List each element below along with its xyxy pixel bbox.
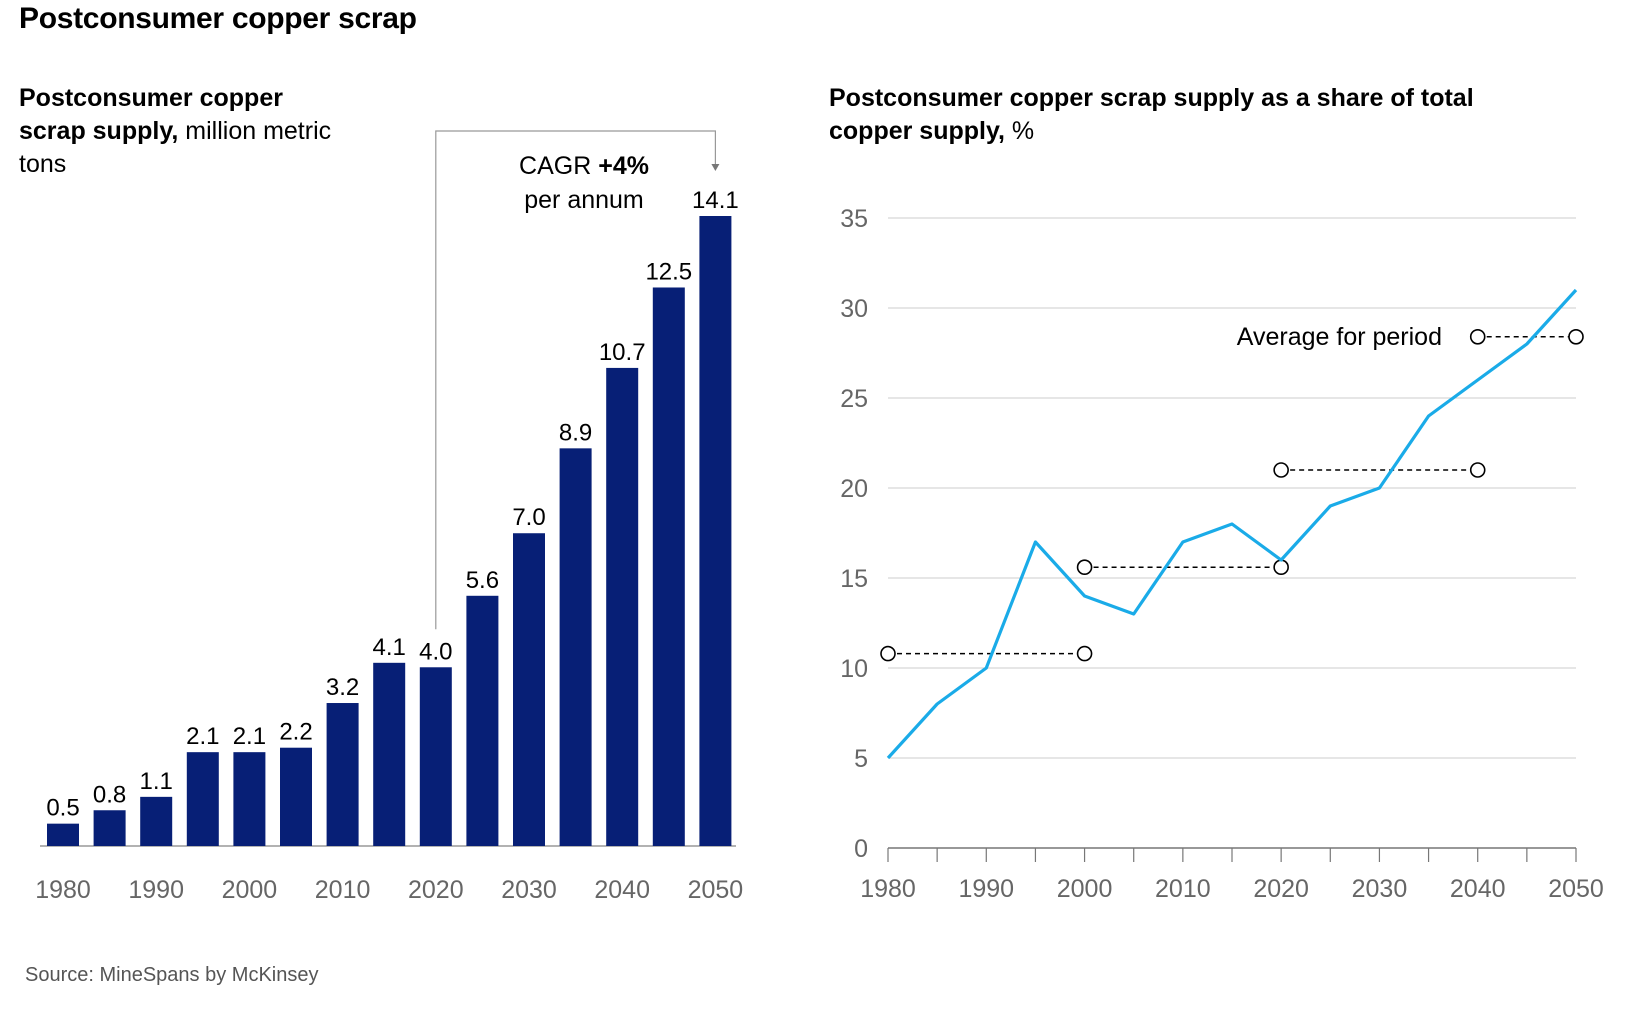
bar-2005 <box>280 747 312 846</box>
left-subtitle-bold: Postconsumer copper scrap supply, <box>19 84 283 145</box>
bar-value-label: 10.7 <box>599 339 646 366</box>
bar-value-label: 4.0 <box>419 638 452 665</box>
bar-1980 <box>47 823 79 846</box>
bar-value-label: 12.5 <box>645 258 692 285</box>
bar-2020 <box>419 667 452 846</box>
bar-value-label: 2.1 <box>233 723 266 750</box>
line-x-tick-label: 2050 <box>1548 875 1604 903</box>
line-x-tick-label: 2030 <box>1352 875 1408 903</box>
line-y-tick-label: 25 <box>840 385 868 413</box>
bar-x-tick-label: 2020 <box>408 876 464 904</box>
left-chart-subtitle: Postconsumer copper scrap supply, millio… <box>19 82 349 181</box>
left-subtitle-unit: million metric tons <box>19 117 332 178</box>
cagr-prefix: CAGR <box>519 152 598 180</box>
line-x-tick-label: 1980 <box>860 875 916 903</box>
bar-value-label: 3.2 <box>326 674 359 701</box>
line-y-tick-label: 10 <box>840 655 868 683</box>
line-y-tick-label: 20 <box>840 475 868 503</box>
bar-x-tick-label: 2050 <box>688 876 744 904</box>
bar-value-label: 1.1 <box>140 768 173 795</box>
bar-2015 <box>373 662 406 846</box>
line-x-tick-label: 1990 <box>958 875 1014 903</box>
bar-value-label: 5.6 <box>466 567 499 594</box>
bar-value-label: 0.8 <box>93 781 126 808</box>
cagr-arrowhead <box>711 164 720 171</box>
average-end-marker <box>1076 645 1093 662</box>
bar-value-label: 8.9 <box>559 419 592 446</box>
line-x-tick-label: 2040 <box>1450 875 1506 903</box>
bar-1990 <box>140 796 173 846</box>
bar-x-tick-label: 2010 <box>315 876 371 904</box>
bar-value-label: 0.5 <box>46 795 79 822</box>
bar-2025 <box>466 595 499 846</box>
average-start-marker <box>1273 462 1289 478</box>
line-x-tick-label: 2010 <box>1155 875 1211 903</box>
cagr-suffix: per annum <box>524 186 644 214</box>
bar-value-label: 4.1 <box>373 634 406 661</box>
bar-x-tick-label: 2000 <box>222 876 278 904</box>
line-y-tick-label: 0 <box>854 835 868 863</box>
right-subtitle-unit: % <box>1004 117 1035 145</box>
bar-2000 <box>233 752 266 846</box>
bar-1985 <box>93 810 126 846</box>
cagr-label: CAGR +4% <box>519 152 649 180</box>
bar-x-tick-label: 1990 <box>128 876 184 904</box>
cagr-bracket <box>435 130 717 630</box>
line-y-tick-label: 15 <box>840 565 868 593</box>
average-start-marker <box>1076 559 1093 576</box>
line-y-tick-label: 30 <box>840 295 868 323</box>
bar-value-label: 2.2 <box>279 719 312 746</box>
average-start-marker <box>880 645 896 662</box>
bar-1995 <box>186 752 219 846</box>
average-end-marker <box>1273 559 1289 576</box>
bar-value-label: 14.1 <box>692 187 739 214</box>
source-note: Source: MineSpans by McKinsey <box>25 964 319 986</box>
bar-x-tick-label: 2030 <box>501 876 557 904</box>
bar-2040 <box>606 367 639 846</box>
line-x-tick-label: 2020 <box>1253 875 1309 903</box>
line-y-tick-label: 35 <box>840 205 868 233</box>
bar-2035 <box>559 448 592 846</box>
bar-x-tick-label: 1980 <box>35 876 91 904</box>
cagr-value: +4% <box>598 152 649 180</box>
line-y-tick-label: 5 <box>854 745 868 773</box>
average-end-marker <box>1568 328 1584 345</box>
bar-2045 <box>652 287 685 846</box>
share-series-line <box>886 288 1578 760</box>
line-x-tick-label: 2000 <box>1057 875 1113 903</box>
bar-x-tick-label: 2040 <box>594 876 650 904</box>
right-chart-subtitle: Postconsumer copper scrap supply as a sh… <box>829 82 1549 148</box>
bar-2050 <box>699 216 732 846</box>
right-subtitle-bold: Postconsumer copper scrap supply as a sh… <box>829 84 1474 145</box>
average-start-marker <box>1469 328 1486 345</box>
bar-2030 <box>513 533 545 846</box>
bar-value-label: 2.1 <box>186 723 219 750</box>
bar-2010 <box>326 703 359 846</box>
average-legend-label: Average for period <box>1237 323 1442 351</box>
bar-value-label: 7.0 <box>512 504 545 531</box>
page-title: Postconsumer copper scrap <box>19 2 417 35</box>
average-end-marker <box>1469 462 1486 478</box>
